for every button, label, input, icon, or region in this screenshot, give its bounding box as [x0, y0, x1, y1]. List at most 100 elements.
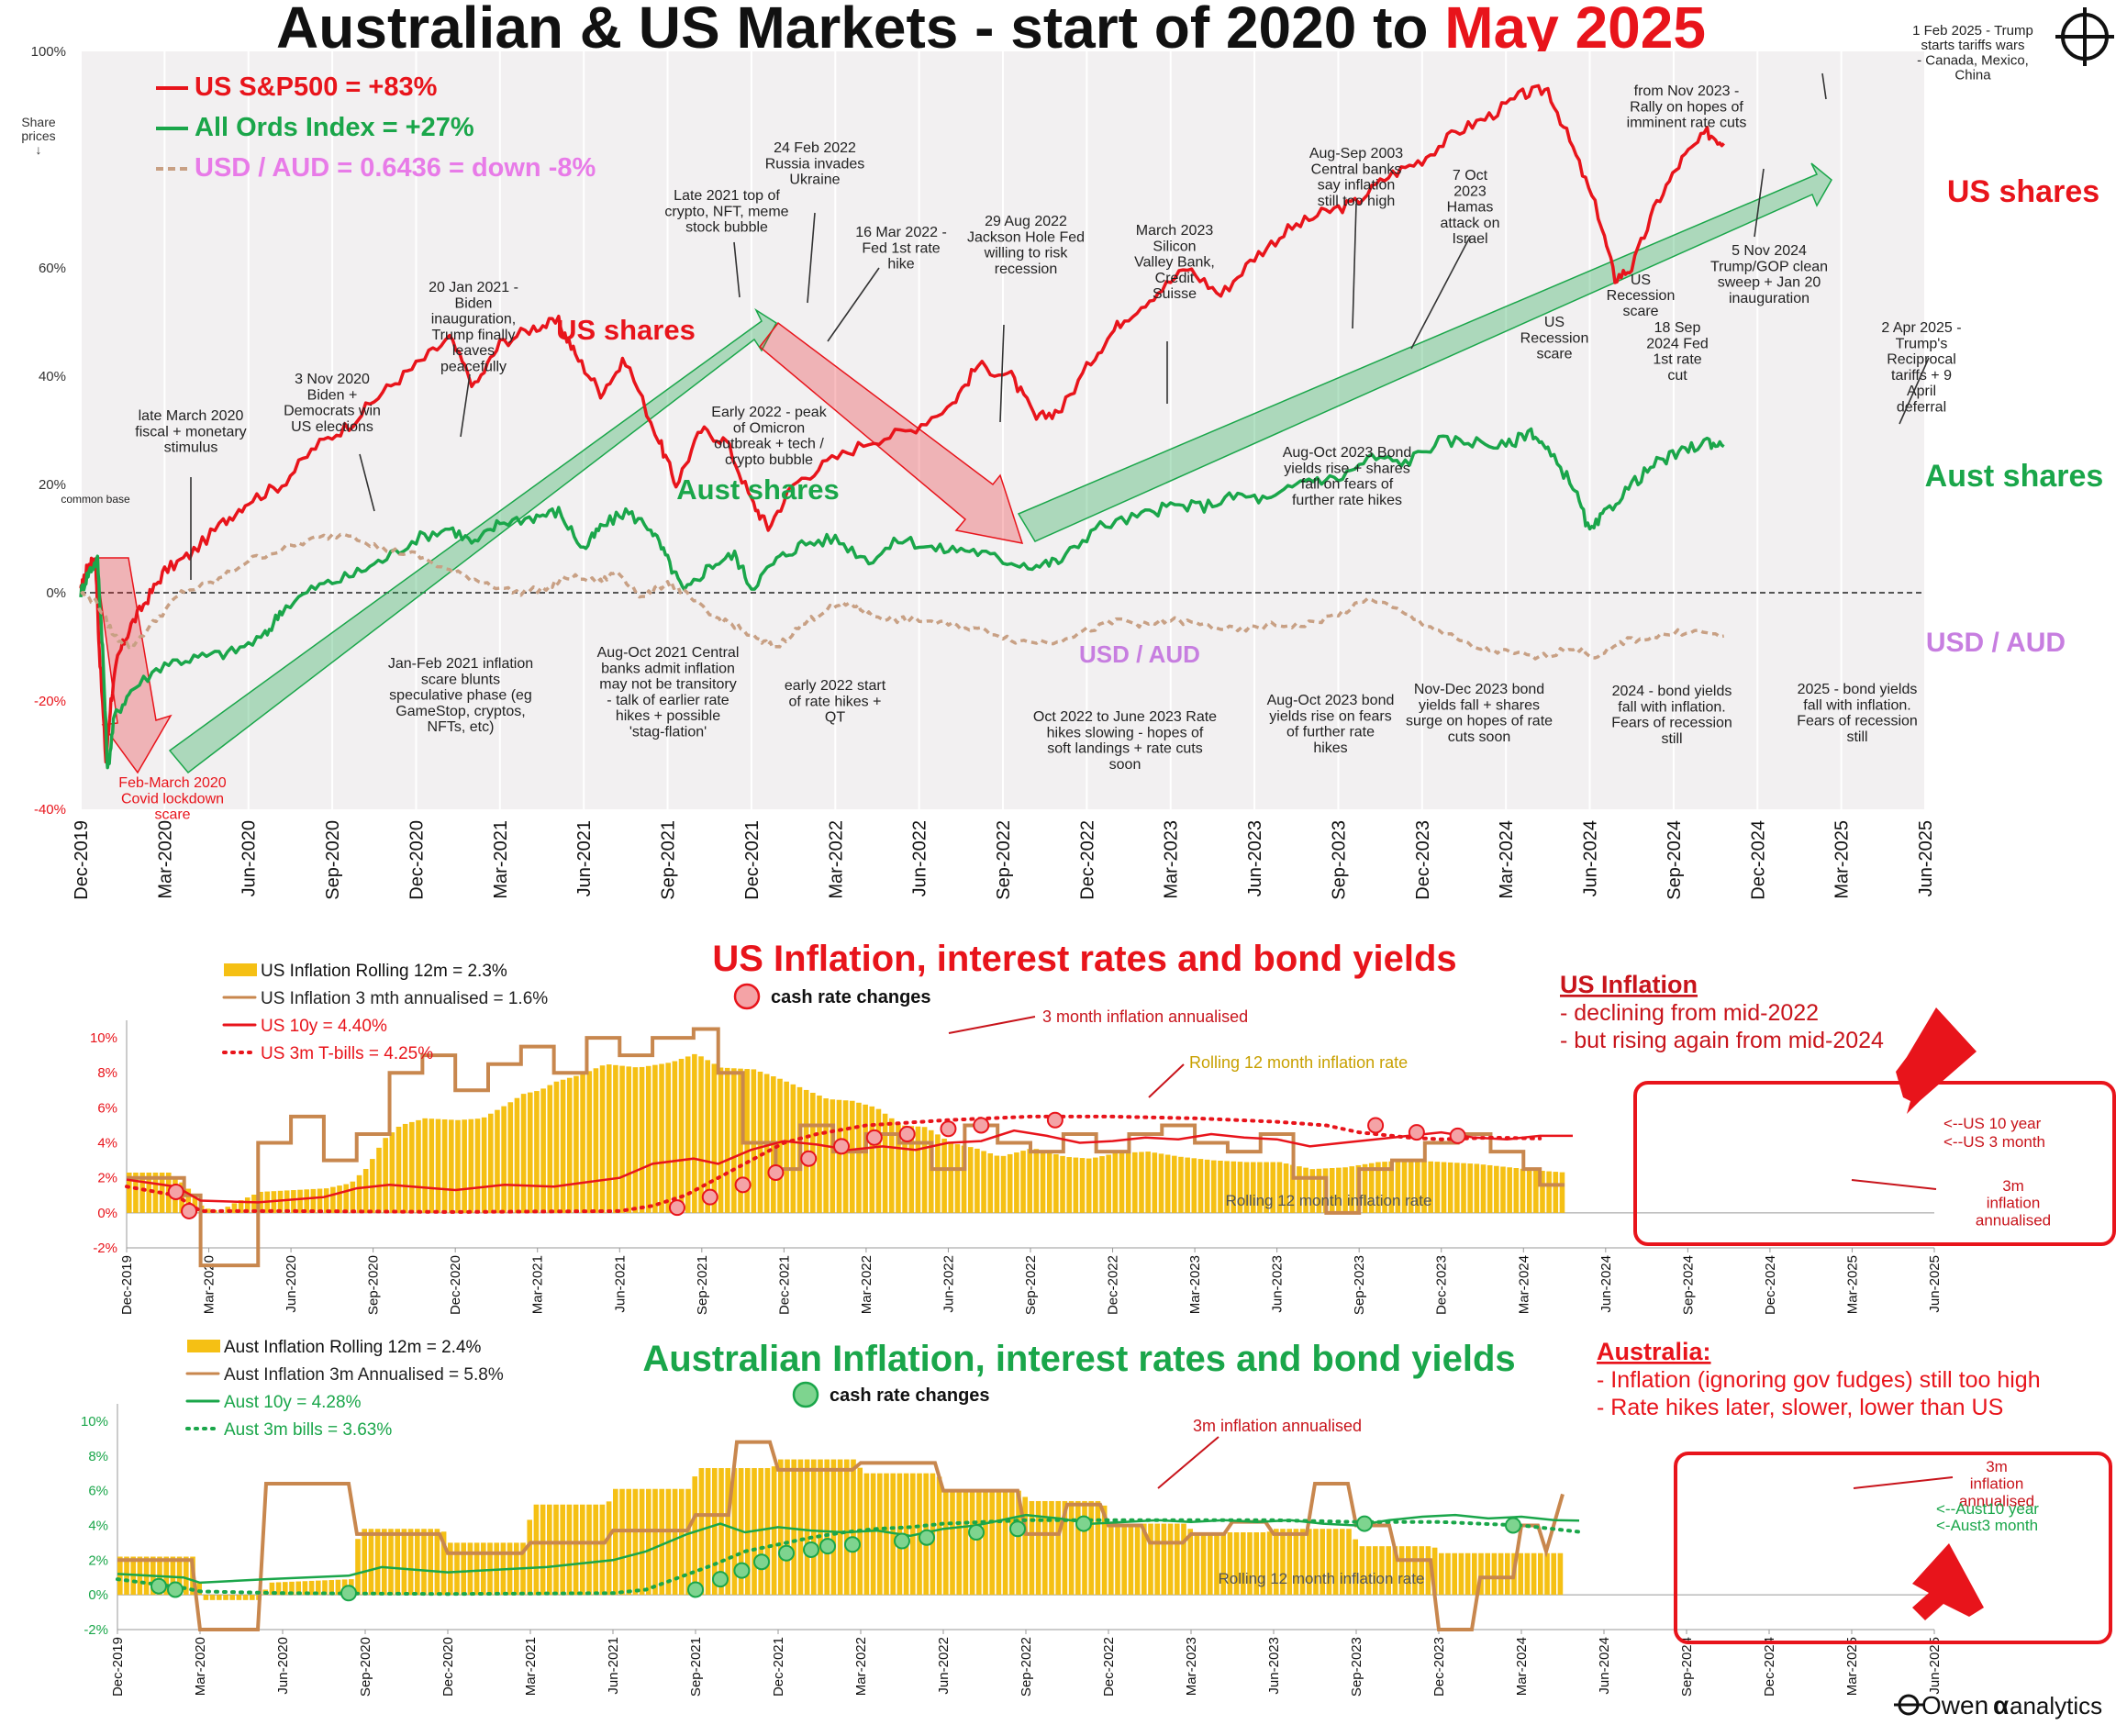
inflation-bar: [646, 1488, 651, 1596]
panel-aus-inflation: Australian Inflation, interest rates and…: [81, 1338, 2112, 1697]
inflation-bar: [1316, 1168, 1322, 1213]
inflation-bar: [639, 1066, 645, 1213]
inflation-bar: [1270, 1162, 1276, 1213]
inflation-bar: [1307, 1529, 1312, 1596]
inflation-bar: [1014, 1152, 1019, 1213]
x-tick-label: Mar-2022: [859, 1255, 874, 1314]
inflation-bar: [804, 1459, 810, 1596]
legend-label: Aust 10y = 4.28%: [224, 1393, 362, 1412]
inflation-bar: [850, 1100, 855, 1213]
inflation-bar: [362, 1168, 369, 1213]
panel-markets: Dec-2019 Mar-2020 Jun-2020 Sep-2020 Dec-2020…: [21, 23, 2103, 900]
annotation-line: recession: [995, 262, 1057, 277]
inflation-bar: [1531, 1552, 1537, 1596]
cash-rate-change-point: [865, 1129, 883, 1146]
x-tick-label: Jun-2023: [1270, 1255, 1286, 1313]
annotation: 3 Nov 2020 Biden + Democrats win US electio…: [284, 372, 381, 435]
inflation-bar: [566, 1504, 573, 1596]
inflation-bar: [1227, 1532, 1233, 1596]
inflation-bar: [941, 1138, 947, 1213]
inflation-bar: [1526, 1169, 1532, 1213]
x-tick-label: Mar-2023: [1162, 820, 1182, 899]
annotation-line: late March 2020: [139, 408, 244, 424]
three-month-inflation-line: [127, 1027, 1565, 1268]
inflation-bar: [1276, 1162, 1283, 1213]
x-tick-label: Mar-2022: [853, 1637, 869, 1696]
cash-rate-change-point: [767, 1163, 785, 1181]
inflation-bar: [698, 1468, 705, 1596]
inflation-bar: [1494, 1165, 1499, 1213]
annotation-line: Aug-Sep 2003: [1309, 146, 1403, 161]
inflation-bar: [1472, 1552, 1477, 1596]
inflation-bar: [1088, 1500, 1095, 1596]
inflation-bar: [1066, 1157, 1072, 1213]
inflation-bar: [1388, 1161, 1395, 1213]
inflation-bar: [409, 1121, 415, 1213]
inflation-bar: [685, 1488, 691, 1596]
inflation-bar: [1148, 1523, 1153, 1596]
inflation-bar: [586, 1071, 593, 1213]
y-tick-label: 2%: [88, 1552, 108, 1568]
inflation-bar: [435, 1118, 441, 1213]
legend-label: US S&P500 = +83%: [195, 72, 438, 102]
inflation-bar: [382, 1529, 387, 1596]
legend-label: US 10y = 4.40%: [261, 1017, 387, 1036]
annotation: Nov-Dec 2023 bond yields fall + shares sur…: [1406, 682, 1553, 745]
legend-label: US Inflation 3 mth annualised = 1.6%: [261, 989, 548, 1008]
inflation-bar: [718, 1468, 724, 1596]
inflation-bar: [599, 1065, 606, 1213]
y-axis-label-line: Share: [21, 115, 56, 129]
annotation-line: annualised: [1959, 1492, 2034, 1509]
inflation-bar: [1392, 1546, 1398, 1596]
annotation-line: 3 Nov 2020: [295, 372, 370, 387]
x-tick-label: Dec-2019: [119, 1255, 135, 1315]
x-tick-label: Dec-2021: [771, 1637, 786, 1697]
inflation-bar: [1154, 1523, 1161, 1596]
legend-label: US 3m T-bills = 4.25%: [261, 1044, 433, 1063]
x-tick-label: Sep-2022: [1023, 1255, 1039, 1315]
annotation-line: 2 Apr 2025 -: [1881, 320, 1961, 336]
inflation-bar: [824, 1459, 830, 1596]
x-tick-label: Mar-2025: [1844, 1637, 1860, 1696]
inflation-bar: [1434, 1162, 1441, 1213]
annotation-line: <--US 3 month: [1943, 1133, 2045, 1151]
annotation: Late 2021 top of crypto, NFT, meme stock b…: [664, 188, 788, 236]
annotation-line: crypto, NFT, meme: [664, 204, 788, 219]
highlight-box: [1674, 1452, 2112, 1644]
inflation-bar: [316, 1580, 321, 1596]
inflation-bar: [619, 1488, 625, 1596]
inflation-bar: [448, 1542, 453, 1596]
inflation-bar: [308, 1580, 315, 1596]
inflation-bar: [1175, 1523, 1180, 1596]
inflation-bar: [1218, 1160, 1223, 1213]
inflation-bar: [1505, 1552, 1510, 1596]
inflation-bar: [1507, 1167, 1512, 1213]
inflation-bar: [374, 1529, 381, 1596]
annotation-line: 29 Aug 2022: [985, 214, 1067, 229]
inflation-bar: [711, 1063, 718, 1213]
inflation-bar: [1533, 1170, 1539, 1213]
annotation-line: Recession: [1607, 288, 1676, 304]
inflation-bar: [1461, 1163, 1466, 1213]
annotation-line: hikes + possible: [616, 708, 720, 724]
inflation-bar: [1557, 1552, 1564, 1596]
annotation-line: banks admit inflation: [601, 661, 735, 676]
inflation-bar: [310, 1188, 317, 1213]
inflation-bar: [117, 1556, 123, 1596]
annotation: 2024 - bond yields fall with inflation. Fe…: [1611, 684, 1732, 747]
inflation-bar: [527, 1519, 533, 1596]
x-tick-label: Jun-2024: [1597, 1637, 1612, 1695]
annotation-line: Recession: [1520, 330, 1589, 346]
series-line-us-s-p500: [79, 83, 1725, 764]
inflation-bar: [1286, 1529, 1293, 1596]
notes-line: - declining from mid-2022: [1560, 1000, 1819, 1026]
inflation-bar: [1121, 1523, 1128, 1596]
inflation-bar: [1029, 1500, 1035, 1596]
annotation-line: Suisse: [1153, 286, 1197, 302]
annotation-line: Rally on hopes of: [1630, 99, 1743, 115]
inflation-bar: [238, 1200, 244, 1213]
inflation-bar: [185, 1188, 192, 1213]
x-tick-label: Dec-2024: [1762, 1637, 1777, 1697]
inflation-bar: [514, 1097, 520, 1213]
inflation-bar: [1329, 1168, 1335, 1213]
